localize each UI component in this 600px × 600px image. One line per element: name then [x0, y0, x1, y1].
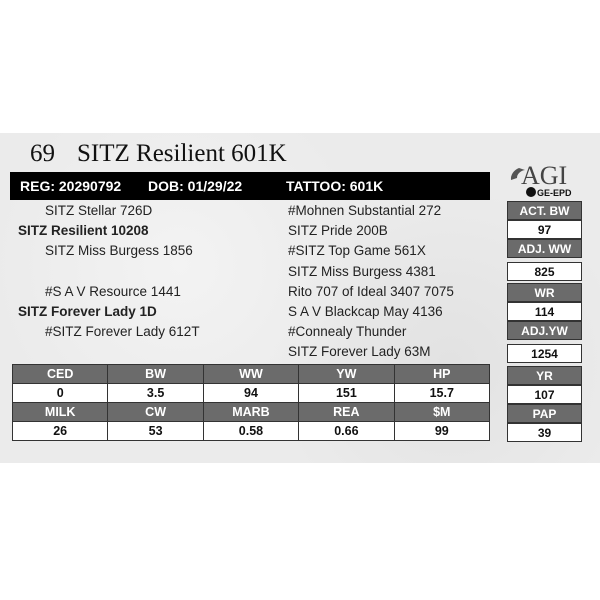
- pap-label: PAP: [507, 404, 582, 423]
- epd-header: CW: [107, 402, 204, 422]
- svg-text:GE-EPD: GE-EPD: [537, 188, 572, 198]
- epd-value: 3.5: [107, 383, 204, 403]
- adj-yw-value: 1254: [507, 344, 582, 363]
- pedigree-ancestor: SITZ Pride 200B: [288, 223, 388, 238]
- act-bw-value: 97: [507, 220, 582, 239]
- adj-ww-label: ADJ. WW: [507, 239, 582, 258]
- epd-header: YW: [298, 364, 395, 384]
- pedigree-dam-dam: #SITZ Forever Lady 612T: [45, 324, 200, 339]
- epd-value: 0.66: [298, 421, 395, 441]
- animal-name: SITZ Resilient 601K: [77, 140, 287, 167]
- epd-header: WW: [202, 364, 300, 384]
- pedigree-ancestor: #Connealy Thunder: [288, 324, 407, 339]
- pedigree-ancestor: S A V Blackcap May 4136: [288, 304, 443, 319]
- act-bw-label: ACT. BW: [507, 201, 582, 220]
- pedigree-ancestor: SITZ Forever Lady 63M: [288, 344, 431, 359]
- lot-title: 69 SITZ Resilient 601K: [30, 140, 287, 168]
- svg-text:AGI: AGI: [521, 161, 567, 190]
- epd-value: 99: [393, 421, 491, 441]
- epd-header: MARB: [202, 402, 300, 422]
- epd-header-row: MILK CW MARB REA $M: [11, 402, 491, 422]
- epd-header: MILK: [11, 402, 109, 422]
- pedigree-sire: SITZ Resilient 10208: [18, 223, 149, 238]
- epd-value: 15.7: [393, 383, 491, 403]
- epd-header: HP: [393, 364, 491, 384]
- epd-header: REA: [298, 402, 395, 422]
- pedigree-dam-sire: #S A V Resource 1441: [45, 284, 181, 299]
- pedigree-ancestor: SITZ Miss Burgess 4381: [288, 264, 436, 279]
- epd-header: CED: [11, 364, 109, 384]
- yr-value: 107: [507, 385, 582, 404]
- reg-number: REG: 20290792: [20, 178, 122, 194]
- pap-value: 39: [507, 423, 582, 442]
- pedigree-ancestor: Rito 707 of Ideal 3407 7075: [288, 284, 454, 299]
- pedigree-dam: SITZ Forever Lady 1D: [18, 304, 157, 319]
- epd-value: 26: [11, 421, 109, 441]
- yr-label: YR: [507, 366, 582, 385]
- lot-number: 69: [30, 140, 55, 167]
- pedigree-ancestor: #Mohnen Substantial 272: [288, 203, 442, 218]
- wr-label: WR: [507, 283, 582, 302]
- epd-value: 0: [11, 383, 109, 403]
- epd-header: $M: [393, 402, 491, 422]
- epd-header-row: CED BW WW YW HP: [11, 364, 491, 384]
- id-bar: REG: 20290792 DOB: 01/29/22 TATTOO: 601K: [10, 172, 490, 200]
- wr-value: 114: [507, 302, 582, 321]
- tattoo: TATTOO: 601K: [286, 178, 384, 194]
- epd-value: 151: [298, 383, 395, 403]
- pedigree-sire-sire: SITZ Stellar 726D: [45, 203, 153, 218]
- epd-value-row: 0 3.5 94 151 15.7: [11, 383, 491, 403]
- epd-value: 0.58: [202, 421, 300, 441]
- epd-value: 53: [107, 421, 204, 441]
- adj-yw-label: ADJ.YW: [507, 321, 582, 340]
- pedigree-sire-dam: SITZ Miss Burgess 1856: [45, 243, 193, 258]
- epd-table: CED BW WW YW HP 0 3.5 94 151 15.7 MILK C…: [11, 364, 491, 441]
- dob: DOB: 01/29/22: [148, 178, 243, 194]
- pedigree-ancestor: #SITZ Top Game 561X: [288, 243, 426, 258]
- adj-ww-value: 825: [507, 262, 582, 281]
- epd-value-row: 26 53 0.58 0.66 99: [11, 421, 491, 441]
- agi-logo: AGI GE-EPD: [505, 158, 585, 198]
- epd-header: BW: [107, 364, 204, 384]
- epd-value: 94: [202, 383, 300, 403]
